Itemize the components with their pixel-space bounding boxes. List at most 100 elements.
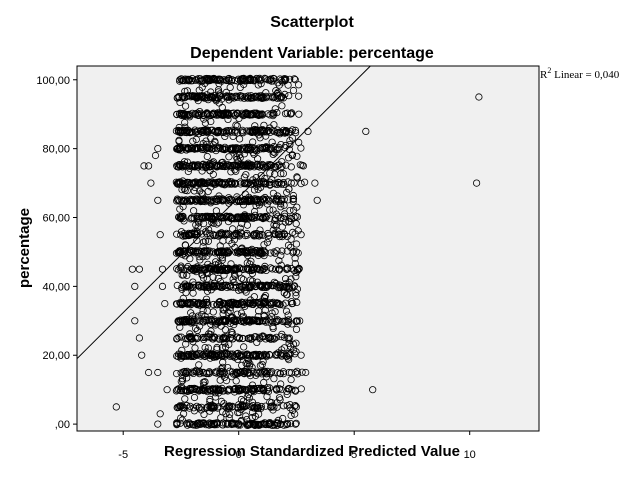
scatter-point: [288, 134, 297, 142]
scatter-point: [283, 390, 291, 398]
scatter-point: [186, 113, 194, 121]
scatter-point: [210, 353, 218, 361]
scatter-point: [227, 314, 236, 322]
scatter-point: [244, 159, 252, 167]
scatter-point: [233, 162, 241, 170]
scatter-point-outlier: [163, 386, 171, 394]
scatter-point: [181, 111, 189, 119]
scatter-point: [234, 109, 242, 117]
scatter-point: [217, 397, 226, 405]
scatter-point: [272, 230, 280, 238]
scatter-point-outlier: [295, 265, 303, 273]
scatter-point: [260, 378, 268, 387]
scatter-point: [176, 98, 184, 107]
scatter-point: [212, 258, 220, 266]
scatter-point: [257, 213, 265, 221]
scatter-point: [255, 232, 263, 240]
scatter-point: [245, 317, 253, 325]
scatter-point: [222, 129, 231, 137]
scatter-point: [246, 276, 254, 284]
scatter-point: [226, 282, 235, 290]
scatter-point: [272, 282, 280, 290]
scatter-point: [185, 110, 193, 119]
scatter-point: [216, 297, 224, 306]
scatter-point: [285, 218, 293, 226]
scatter-point: [182, 317, 190, 326]
scatter-point: [225, 96, 233, 104]
scatter-point: [175, 123, 183, 132]
scatter-point: [175, 145, 183, 153]
scatter-point: [233, 193, 241, 201]
scatter-point: [209, 385, 217, 393]
scatter-point: [227, 94, 235, 102]
scatter-point: [245, 334, 253, 343]
scatter-point: [248, 161, 256, 169]
scatter-point: [177, 110, 186, 118]
scatter-point: [279, 370, 288, 378]
scatter-point: [173, 265, 181, 273]
scatter-point: [180, 316, 188, 324]
scatter-point: [190, 207, 198, 215]
scatter-point: [215, 195, 223, 203]
scatter-point: [261, 297, 269, 305]
scatter-point: [247, 257, 255, 265]
scatter-point: [194, 97, 202, 105]
scatter-point: [279, 350, 287, 358]
scatter-point: [177, 387, 185, 395]
scatter-point: [238, 128, 246, 136]
scatter-point: [242, 249, 250, 257]
scatter-points: [112, 74, 483, 430]
scatter-point: [291, 368, 300, 377]
x-tick-label: -5: [118, 449, 128, 461]
scatter-point: [212, 127, 220, 136]
scatter-point: [236, 92, 245, 100]
scatter-point: [255, 131, 263, 139]
scatter-point: [216, 161, 225, 169]
scatter-point: [175, 146, 183, 154]
scatter-point: [177, 228, 186, 236]
scatter-point: [237, 274, 246, 282]
scatter-point-outlier: [158, 265, 167, 273]
scatter-point: [291, 76, 299, 84]
scatter-point: [226, 410, 234, 418]
scatter-point: [241, 283, 249, 292]
scatter-point: [270, 278, 278, 286]
scatter-point: [193, 263, 201, 271]
scatter-point: [183, 271, 191, 280]
scatter-point: [220, 373, 229, 381]
scatter-point: [201, 266, 209, 274]
scatter-point: [252, 371, 260, 379]
scatter-point: [285, 185, 293, 193]
scatter-point-outlier: [288, 386, 296, 394]
scatter-point: [243, 415, 251, 424]
scatter-point: [186, 330, 194, 338]
scatter-point: [246, 163, 254, 171]
scatter-point: [232, 377, 240, 385]
scatter-point: [270, 248, 278, 256]
scatter-point: [212, 147, 220, 155]
scatter-point-outlier: [131, 282, 139, 290]
scatter-point: [183, 92, 191, 100]
scatter-point: [202, 128, 210, 136]
scatter-point: [224, 115, 232, 124]
scatter-point: [201, 119, 209, 127]
scatter-point: [231, 384, 239, 393]
scatter-point: [258, 333, 266, 341]
scatter-point: [233, 122, 241, 130]
scatter-point: [294, 92, 303, 100]
scatter-point: [232, 420, 240, 428]
scatter-point: [201, 126, 209, 134]
scatter-point: [238, 245, 246, 253]
scatter-point: [209, 141, 217, 149]
scatter-point: [208, 316, 216, 324]
scatter-point: [199, 140, 207, 148]
scatter-point: [285, 217, 293, 225]
axis-ticks: -5 0 5 10 ,00 20,00 40,00 60,00 80,00 100,00: [36, 75, 475, 461]
scatter-point: [179, 271, 188, 279]
scatter-point: [221, 143, 229, 151]
scatter-point: [212, 95, 220, 104]
scatter-point: [187, 352, 195, 360]
scatter-point: [181, 123, 189, 131]
scatter-point: [261, 316, 269, 325]
scatter-point: [179, 294, 187, 302]
